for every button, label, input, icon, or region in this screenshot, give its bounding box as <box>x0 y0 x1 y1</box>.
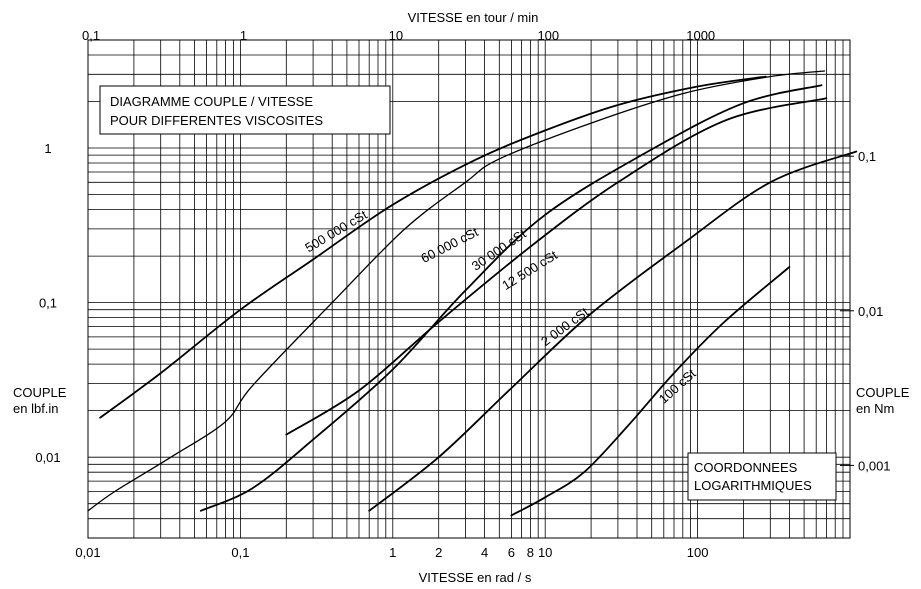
x-bottom-tick-label: 100 <box>687 545 709 560</box>
y-right-axis-unit: en Nm <box>856 401 894 416</box>
log-annotation-line1: COORDONNEES <box>694 460 798 475</box>
curve-label: 500 000 cSt <box>302 207 370 256</box>
y-right-tick-label: 0,1 <box>858 149 876 164</box>
x-bottom-tick-label: 8 <box>527 545 534 560</box>
top-axis-ticks: 0,1 1 10 100 1000 <box>82 28 715 43</box>
curve-12-500-cSt <box>285 97 828 436</box>
right-axis-ticks: 0,001 0,01 0,1 <box>840 149 891 473</box>
x-bottom-axis-label: VITESSE en rad / s <box>419 570 532 585</box>
x-top-tick-label: 1000 <box>686 28 715 43</box>
y-right-axis-label: COUPLE <box>856 385 910 400</box>
viscosity-curves <box>87 70 858 517</box>
y-right-tick-label: 0,01 <box>858 304 883 319</box>
log-annotation-line2: LOGARITHMIQUES <box>694 478 812 493</box>
bottom-axis-ticks: 0,01 0,1 1 2 4 6 8 10 100 <box>75 545 708 560</box>
curve-100-cSt <box>510 266 791 517</box>
title-annotation-line2: POUR DIFFERENTES VISCOSITES <box>110 113 323 128</box>
left-axis-ticks: 0,01 0,1 1 <box>35 141 60 465</box>
x-top-tick-label: 10 <box>389 28 403 43</box>
y-left-tick-label: 1 <box>44 141 51 156</box>
y-left-tick-label: 0,01 <box>35 450 60 465</box>
x-bottom-tick-label: 6 <box>508 545 515 560</box>
x-bottom-tick-label: 0,01 <box>75 545 100 560</box>
plot-frame <box>87 39 851 539</box>
curve-2-000-cSt <box>368 150 858 512</box>
curve-label: 12 500 cSt <box>499 247 560 293</box>
x-bottom-tick-label: 0,1 <box>231 545 249 560</box>
title-annotation-box: DIAGRAMME COUPLE / VITESSE POUR DIFFEREN… <box>99 85 391 135</box>
y-right-tick-label: 0,001 <box>858 458 891 473</box>
y-left-axis-label: COUPLE <box>13 385 67 400</box>
x-top-axis-label: VITESSE en tour / min <box>408 10 539 25</box>
x-bottom-tick-label: 1 <box>389 545 396 560</box>
y-left-tick-label: 0,1 <box>39 296 57 311</box>
title-annotation-line1: DIAGRAMME COUPLE / VITESSE <box>110 94 313 109</box>
curve-30-000-cSt <box>199 84 823 512</box>
log-coordinates-annotation-box: COORDONNEES LOGARITHMIQUES <box>687 452 837 501</box>
x-top-tick-label: 1 <box>240 28 247 43</box>
x-bottom-tick-label: 2 <box>435 545 442 560</box>
x-top-tick-label: 0,1 <box>82 28 100 43</box>
x-bottom-tick-label: 4 <box>481 545 488 560</box>
y-left-axis-unit: en lbf.in <box>13 401 59 416</box>
curve-60-000-cSt <box>99 75 767 419</box>
x-top-tick-label: 100 <box>537 28 559 43</box>
curve-500-000-cSt <box>87 70 826 512</box>
x-bottom-tick-label: 10 <box>538 545 552 560</box>
